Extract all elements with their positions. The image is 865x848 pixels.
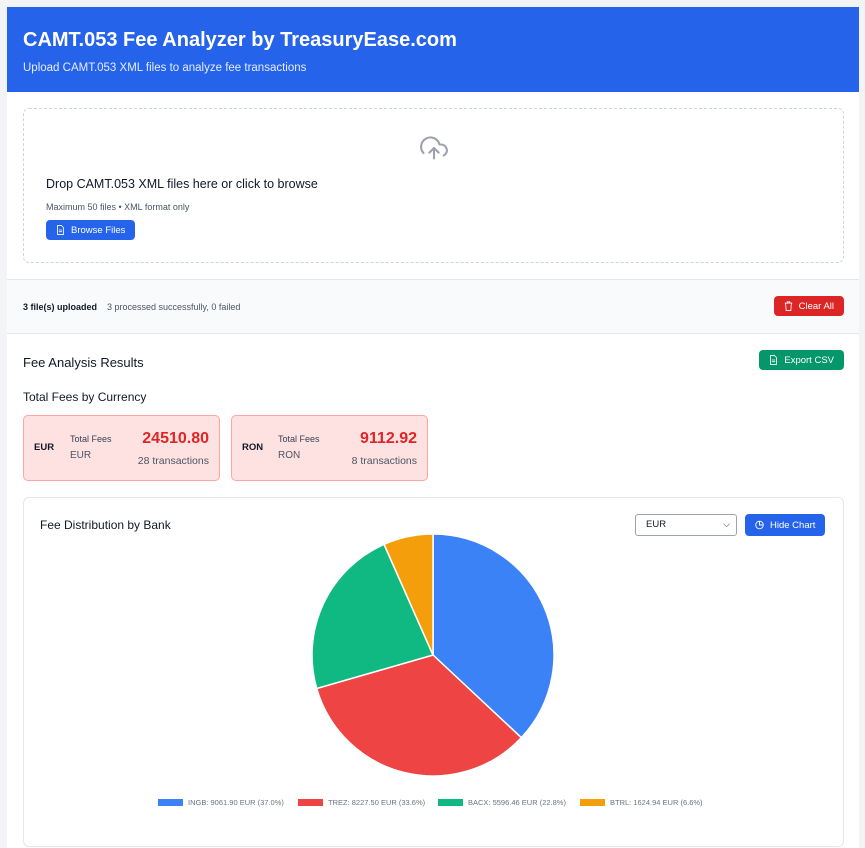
pie-chart-icon [755, 520, 764, 530]
total-fees-label: Total Fees [278, 434, 320, 444]
file-dropzone[interactable]: Drop CAMT.053 XML files here or click to… [23, 108, 844, 263]
legend-label-bacx[interactable]: BACX: 5596.46 EUR (22.8%) [468, 798, 566, 807]
trash-icon [784, 301, 792, 311]
hide-chart-button[interactable]: Hide Chart [745, 514, 826, 536]
fee-pie-chart: INGB: 9061.90 EUR (37.0%) TREZ: 8227.50 E… [158, 533, 703, 807]
upload-status-bar: 3 file(s) uploaded 3 processed successfu… [7, 280, 859, 334]
total-fees-label: Total Fees [70, 434, 112, 444]
currency-name: RON [278, 450, 301, 461]
file-icon [57, 225, 64, 235]
hide-chart-label: Hide Chart [770, 519, 816, 531]
legend-label-ingb[interactable]: INGB: 9061.90 EUR (37.0%) [188, 798, 284, 807]
export-csv-button[interactable]: Export CSV [759, 350, 844, 370]
chevron-down-icon: ⌵ [723, 519, 730, 529]
browse-files-label: Browse Files [71, 224, 126, 236]
dropzone-title: Drop CAMT.053 XML files here or click to… [46, 177, 318, 191]
browse-files-button[interactable]: Browse Files [46, 220, 136, 240]
dropzone-hint: Maximum 50 files • XML format only [46, 202, 190, 212]
chart-title: Fee Distribution by Bank [40, 518, 171, 532]
pie-slice-trez[interactable] [315, 654, 523, 777]
pie-slice-btrl[interactable] [383, 533, 434, 656]
pie-slice-ingb[interactable] [432, 533, 555, 739]
transaction-count: 8 transactions [351, 455, 417, 467]
legend-swatch-ingb[interactable] [158, 799, 183, 806]
pie-slice-bacx[interactable] [311, 543, 435, 690]
currency-section-title: Total Fees by Currency [23, 390, 147, 404]
currency-select[interactable]: EUR ⌵ [635, 514, 737, 536]
currency-name: EUR [70, 450, 92, 461]
file-icon [770, 355, 778, 365]
app-header: CAMT.053 Fee Analyzer by TreasuryEase.co… [7, 7, 859, 92]
transaction-count: 28 transactions [137, 455, 209, 467]
page-subtitle: Upload CAMT.053 XML files to analyze fee… [23, 62, 307, 74]
chart-card: Fee Distribution by Bank EUR ⌵ Hide Char… [23, 497, 844, 847]
processing-detail: 3 processed successfully, 0 failed [107, 302, 241, 312]
currency-select-value: EUR [646, 519, 667, 530]
results-title: Fee Analysis Results [23, 355, 144, 370]
currency-code: RON [242, 442, 264, 453]
total-amount: 9112.92 [360, 430, 417, 447]
currency-card-ron: RON Total Fees RON 9112.92 8 transaction… [231, 415, 428, 481]
currency-card-eur: EUR Total Fees EUR 24510.80 28 transacti… [23, 415, 220, 481]
page-title: CAMT.053 Fee Analyzer by TreasuryEase.co… [23, 29, 457, 51]
legend-swatch-trez[interactable] [298, 799, 323, 806]
upload-section: Drop CAMT.053 XML files here or click to… [7, 92, 859, 280]
legend-swatch-btrl[interactable] [580, 799, 605, 806]
file-count: 3 file(s) uploaded [23, 302, 98, 312]
legend-label-trez[interactable]: TREZ: 8227.50 EUR (33.6%) [328, 798, 426, 807]
cloud-upload-icon [420, 136, 448, 160]
clear-all-label: Clear All [798, 300, 834, 312]
clear-all-button[interactable]: Clear All [773, 296, 844, 316]
app-window: CAMT.053 Fee Analyzer by TreasuryEase.co… [7, 7, 859, 848]
export-csv-label: Export CSV [784, 354, 834, 366]
total-amount: 24510.80 [142, 430, 209, 447]
currency-code: EUR [34, 442, 55, 453]
legend-label-btrl[interactable]: BTRL: 1624.94 EUR (6.6%) [610, 798, 703, 807]
legend-swatch-bacx[interactable] [438, 799, 463, 806]
